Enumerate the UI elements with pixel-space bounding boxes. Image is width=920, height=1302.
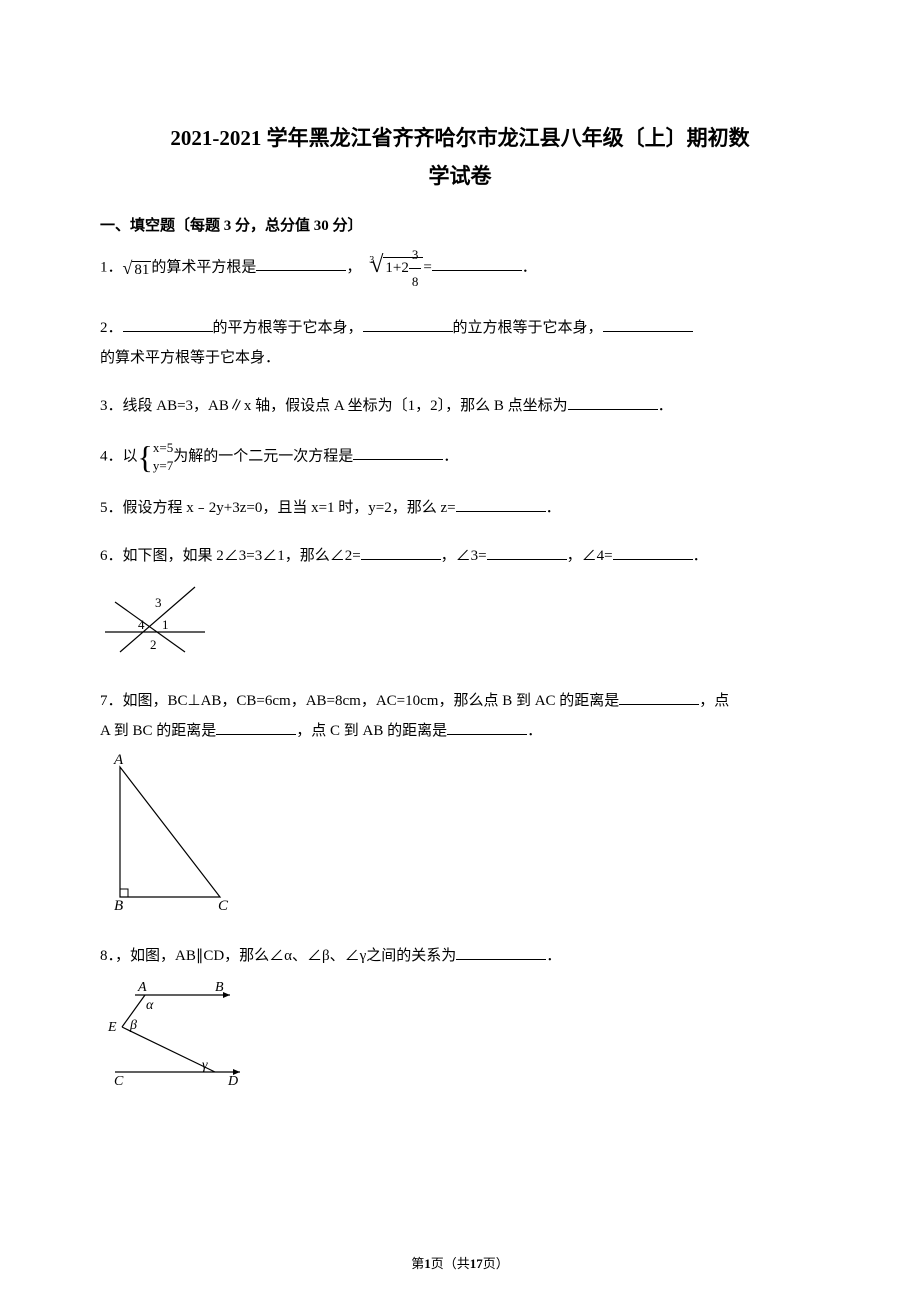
question-7: 7．如图，BC⊥AB，CB=6cm，AB=8cm，AC=10cm，那么点 B 到… — [100, 686, 820, 923]
q8-text: 8．，如图，AB∥CD，那么∠α、∠β、∠γ之间的关系为 — [100, 948, 456, 964]
equation-system: {x=5y=7 — [138, 439, 174, 475]
question-4: 4．以{x=5y=7为解的一个二元一次方程是 ． — [100, 439, 820, 475]
blank-q2-1 — [123, 314, 213, 332]
svg-text:A: A — [113, 752, 124, 768]
q2-text-3: 的算术平方根等于它本身． — [100, 350, 280, 366]
q3-text: 3．线段 AB=3，AB∥x 轴，假设点 A 坐标为〔1，2〕，那么 B 点坐标… — [100, 398, 568, 414]
blank-q1-2 — [432, 253, 522, 271]
blank-q6-1 — [361, 542, 441, 560]
figure-q6: 34 12 — [100, 577, 820, 668]
q6-end: ． — [693, 548, 708, 564]
blank-q7-3 — [447, 717, 527, 735]
svg-text:C: C — [114, 1074, 124, 1087]
q7-mid2: ，点 C 到 AB 的距离是 — [296, 723, 447, 739]
blank-q6-2 — [487, 542, 567, 560]
svg-text:3: 3 — [155, 595, 162, 610]
q2-text-2: 的立方根等于它本身， — [453, 320, 603, 336]
q1-text-1: 的算术平方根是 — [151, 259, 256, 275]
q8-end: ． — [546, 948, 561, 964]
q4-end: ． — [443, 448, 458, 464]
question-3: 3．线段 AB=3，AB∥x 轴，假设点 A 坐标为〔1，2〕，那么 B 点坐标… — [100, 391, 820, 421]
blank-q4 — [353, 442, 443, 460]
q7-end: ． — [527, 723, 542, 739]
svg-text:1: 1 — [162, 617, 169, 632]
question-2: 2． 的平方根等于它本身， 的立方根等于它本身， 的算术平方根等于它本身． — [100, 313, 820, 373]
question-6: 6．如下图，如果 2∠3=3∠1，那么∠2= ，∠3= ，∠4= ． 34 12 — [100, 541, 820, 668]
section-1-header: 一、填空题〔每题 3 分，总分值 30 分〕 — [100, 214, 820, 235]
q2-text-1: 的平方根等于它本身， — [213, 320, 363, 336]
figure-q8: A B E C Dαβ γ — [100, 977, 820, 1098]
q7-text: 7．如图，BC⊥AB，CB=6cm，AB=8cm，AC=10cm，那么点 B 到… — [100, 693, 619, 709]
svg-text:2: 2 — [150, 637, 157, 652]
blank-q7-2 — [216, 717, 296, 735]
svg-text:γ: γ — [202, 1058, 208, 1073]
blank-q2-2 — [363, 314, 453, 332]
blank-q3 — [568, 392, 658, 410]
q1-end: ． — [522, 259, 537, 275]
title-line-2: 学试卷 — [100, 158, 820, 196]
blank-q7-1 — [619, 687, 699, 705]
svg-text:A: A — [137, 980, 147, 995]
blank-q6-3 — [613, 542, 693, 560]
question-5: 5．假设方程 x﹣2y+3z=0，且当 x=1 时，y=2，那么 z= ． — [100, 493, 820, 523]
svg-text:D: D — [227, 1074, 238, 1087]
q1-equals: = — [423, 259, 431, 275]
blank-q8 — [456, 942, 546, 960]
svg-text:E: E — [107, 1020, 117, 1035]
q1-comma: ， — [346, 259, 361, 275]
page-footer: 第1页（共17页） — [0, 1253, 920, 1272]
cube-root: √1+238 — [370, 241, 423, 295]
svg-text:α: α — [146, 998, 154, 1013]
document-title: 2021-2021 学年黑龙江省齐齐哈尔市龙江县八年级〔上〕期初数 学试卷 — [100, 120, 820, 196]
svg-text:B: B — [114, 898, 123, 912]
svg-text:β: β — [129, 1018, 137, 1033]
q2-prefix: 2． — [100, 320, 123, 336]
q6-mid1: ，∠3= — [441, 548, 487, 564]
q6-text: 6．如下图，如果 2∠3=3∠1，那么∠2= — [100, 548, 361, 564]
sqrt-81: √81 — [123, 250, 152, 286]
question-1: 1．√81的算术平方根是， 3√1+238=． — [100, 241, 820, 295]
q5-text: 5．假设方程 x﹣2y+3z=0，且当 x=1 时，y=2，那么 z= — [100, 500, 456, 516]
svg-text:4: 4 — [138, 617, 145, 632]
q6-mid2: ，∠4= — [567, 548, 613, 564]
q4-text: 为解的一个二元一次方程是 — [173, 448, 353, 464]
question-8: 8．，如图，AB∥CD，那么∠α、∠β、∠γ之间的关系为 ． A B E C Dαβ γ — [100, 941, 820, 1098]
title-line-1: 2021-2021 学年黑龙江省齐齐哈尔市龙江县八年级〔上〕期初数 — [100, 120, 820, 158]
q5-end: ． — [546, 500, 561, 516]
q7-line2: A 到 BC 的距离是 — [100, 723, 216, 739]
blank-q1-1 — [256, 253, 346, 271]
figure-q7: A B C — [100, 752, 820, 923]
q4-prefix: 4．以 — [100, 448, 138, 464]
blank-q2-3 — [603, 314, 693, 332]
svg-text:C: C — [218, 898, 229, 912]
q3-end: ． — [658, 398, 673, 414]
blank-q5 — [456, 494, 546, 512]
q7-mid1: ，点 — [699, 693, 729, 709]
frac-3-8: 38 — [409, 242, 422, 295]
q1-prefix: 1． — [100, 259, 123, 275]
svg-text:B: B — [215, 980, 224, 995]
